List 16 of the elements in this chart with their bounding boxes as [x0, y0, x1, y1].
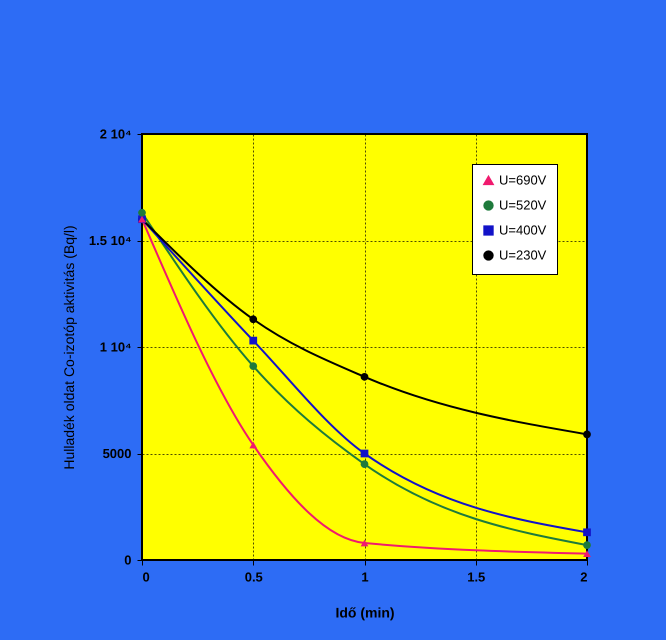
x-axis-title: Idő (min) [335, 604, 395, 620]
x-tick-label: 0.5 [244, 570, 263, 584]
legend-label: U=400V [499, 222, 547, 238]
x-tick-label: 1.5 [467, 570, 486, 584]
y-tick-label: 5000 [102, 446, 132, 461]
x-tick-label: 2 [580, 570, 588, 584]
x-tick-label: 0 [142, 570, 150, 584]
y-tick-label: 2 10⁴ [100, 126, 132, 142]
legend-label: U=230V [499, 248, 547, 262]
y-axis-title: Hulladék oldat Co-izotóp aktivitás (Bq/l) [60, 225, 77, 470]
y-tick-label: 1.5 10⁴ [88, 233, 132, 248]
legend-label: U=520V [499, 198, 547, 212]
x-tick-label: 1 [361, 570, 369, 584]
y-tick-label: 1 10⁴ [100, 340, 132, 354]
legend-label: U=690V [499, 172, 547, 188]
y-tick-label: 0 [124, 552, 132, 568]
